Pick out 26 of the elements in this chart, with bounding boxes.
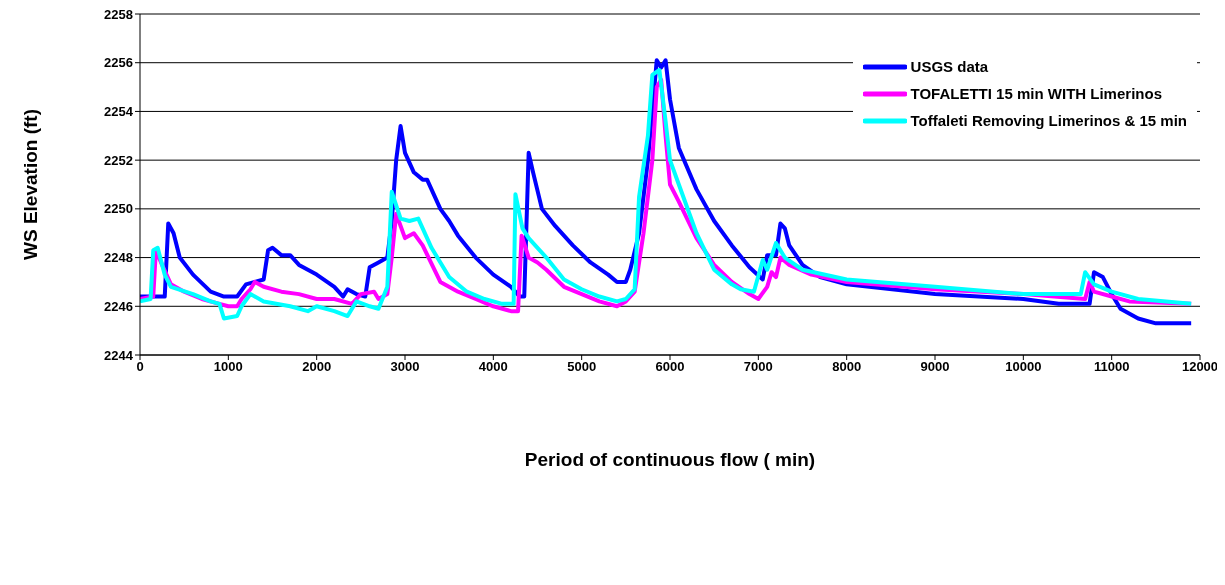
y-axis-title: WS Elevation (ft) [19,109,41,260]
x-tick-label: 1000 [213,359,243,375]
x-tick-label: 8000 [832,359,862,375]
y-tick-label: 2248 [104,250,133,266]
x-tick-label: 10000 [1005,359,1042,375]
x-tick-label: 11000 [1093,359,1130,375]
y-tick-label: 2252 [104,152,133,168]
y-tick-label: 2246 [104,298,133,314]
x-tick-label: 9000 [920,359,950,375]
x-tick-label: 0 [136,359,144,375]
y-tick-label: 2258 [104,6,133,22]
x-tick-label: 4000 [478,359,508,375]
x-tick-label: 12000 [1181,359,1219,375]
x-tick-label: 5000 [567,359,597,375]
y-tick-label: 2256 [104,55,133,71]
y-tick-label: 2250 [104,201,133,217]
legend-label: USGS data [910,58,989,75]
x-axis-title: Period of continuous flow ( min) [524,449,816,470]
y-tick-label: 2254 [104,104,134,120]
x-tick-label: 7000 [743,359,773,375]
legend-label: TOFALETTI 15 min WITH Limerinos [910,85,1162,102]
x-tick-label: 3000 [390,359,420,375]
y-tick-label: 2244 [104,347,134,363]
legend-label: Toffaleti Removing Limerinos & 15 min [910,112,1187,129]
x-tick-label: 6000 [655,359,685,375]
x-tick-label: 2000 [302,359,332,375]
